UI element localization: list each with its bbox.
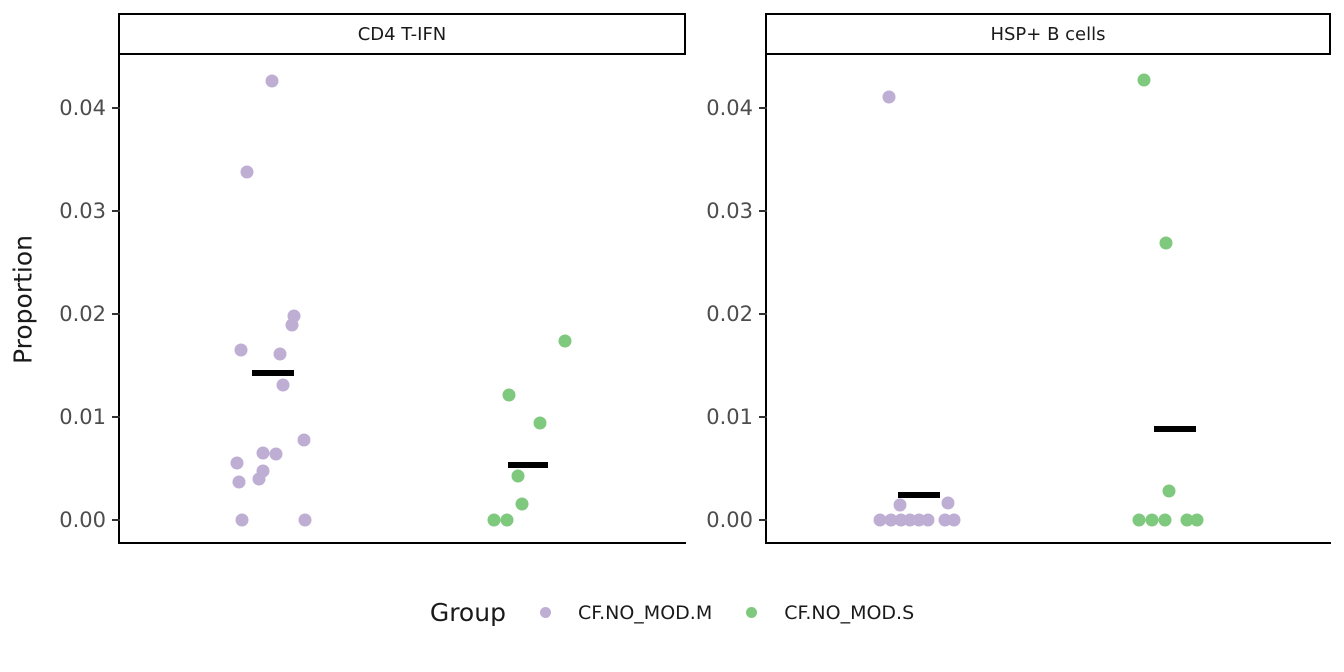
data-point-cf-no-mod-m xyxy=(232,475,246,489)
data-point-cf-no-mod-s xyxy=(1180,513,1194,527)
data-point-cf-no-mod-m xyxy=(240,165,254,179)
y-tick-label: 0.02 xyxy=(59,301,106,326)
legend-label: CF.NO_MOD.M xyxy=(577,601,713,624)
legend-dot-icon xyxy=(746,607,758,618)
legend-label: CF.NO_MOD.S xyxy=(784,601,915,624)
data-point-cf-no-mod-s xyxy=(1145,513,1159,527)
legend-dot-icon xyxy=(539,607,551,618)
legend-title: Group xyxy=(429,598,506,627)
y-axis-title: Proportion xyxy=(8,235,38,364)
legend-item-cf-no-mod-s: CF.NO_MOD.S xyxy=(746,602,914,624)
data-point-cf-no-mod-m xyxy=(265,74,279,88)
data-point-cf-no-mod-s xyxy=(1158,513,1172,527)
mean-crossbar xyxy=(1154,425,1197,432)
y-tick-mark xyxy=(759,416,767,419)
y-tick-mark xyxy=(759,209,767,212)
data-point-cf-no-mod-m xyxy=(256,446,270,460)
y-tick-label: 0.01 xyxy=(706,405,753,430)
y-tick-mark xyxy=(759,106,767,109)
data-point-cf-no-mod-m xyxy=(276,378,290,392)
data-point-cf-no-mod-m xyxy=(884,513,898,527)
panel-title: HSP+ B cells xyxy=(990,23,1106,45)
data-point-cf-no-mod-s xyxy=(533,416,547,430)
y-tick-label: 0.02 xyxy=(706,301,753,326)
data-point-cf-no-mod-s xyxy=(500,513,514,527)
facet-strip-cd4-t-ifn: CD4 T-IFN xyxy=(118,13,686,55)
data-point-cf-no-mod-s xyxy=(511,469,525,483)
data-point-cf-no-mod-m xyxy=(230,456,244,470)
y-tick-mark xyxy=(112,106,120,109)
legend: Group CF.NO_MOD.M CF.NO_MOD.S xyxy=(0,598,1344,627)
data-point-cf-no-mod-s xyxy=(502,388,516,402)
y-tick-label: 0.00 xyxy=(706,508,753,533)
mean-crossbar xyxy=(897,491,940,498)
data-point-cf-no-mod-s xyxy=(1190,513,1204,527)
y-tick-mark xyxy=(112,416,120,419)
y-tick-label: 0.04 xyxy=(59,95,106,120)
y-tick-label: 0.00 xyxy=(59,508,106,533)
data-point-cf-no-mod-s xyxy=(515,497,529,511)
data-point-cf-no-mod-m xyxy=(941,496,955,510)
y-tick-label: 0.03 xyxy=(706,198,753,223)
data-point-cf-no-mod-s xyxy=(1159,236,1173,250)
data-point-cf-no-mod-s xyxy=(1132,513,1146,527)
y-tick-label: 0.03 xyxy=(59,198,106,223)
data-point-cf-no-mod-m xyxy=(947,513,961,527)
y-tick-label: 0.04 xyxy=(706,95,753,120)
y-tick-mark xyxy=(112,519,120,522)
data-point-cf-no-mod-s xyxy=(1137,73,1151,87)
y-tick-mark xyxy=(759,519,767,522)
data-point-cf-no-mod-m xyxy=(234,343,248,357)
plot-panel-hsp-b-cells: 0.00 0.01 0.02 0.03 0.04 xyxy=(706,55,1331,544)
data-point-cf-no-mod-m xyxy=(273,347,287,361)
data-point-cf-no-mod-m xyxy=(285,318,299,332)
y-tick-mark xyxy=(112,209,120,212)
data-point-cf-no-mod-s xyxy=(558,334,572,348)
data-point-cf-no-mod-m xyxy=(235,513,249,527)
mean-crossbar xyxy=(508,461,548,468)
data-point-cf-no-mod-m xyxy=(873,513,887,527)
data-point-cf-no-mod-m xyxy=(269,447,283,461)
data-point-cf-no-mod-m xyxy=(882,90,896,104)
data-point-cf-no-mod-m xyxy=(921,513,935,527)
y-tick-mark xyxy=(759,312,767,315)
data-point-cf-no-mod-s xyxy=(487,513,501,527)
y-tick-label: 0.01 xyxy=(59,405,106,430)
legend-item-cf-no-mod-m: CF.NO_MOD.M xyxy=(539,601,713,624)
facet-strip-hsp-b-cells: HSP+ B cells xyxy=(765,13,1331,55)
data-point-cf-no-mod-s xyxy=(1162,484,1176,498)
plot-panel-cd4-t-ifn: 0.00 0.01 0.02 0.03 0.04 xyxy=(59,55,686,544)
data-point-cf-no-mod-m xyxy=(252,472,266,486)
y-tick-mark xyxy=(112,312,120,315)
mean-crossbar xyxy=(251,369,294,376)
data-point-cf-no-mod-m xyxy=(298,513,312,527)
panel-title: CD4 T-IFN xyxy=(357,23,447,45)
data-point-cf-no-mod-m xyxy=(297,433,311,447)
data-point-cf-no-mod-m xyxy=(893,498,907,512)
